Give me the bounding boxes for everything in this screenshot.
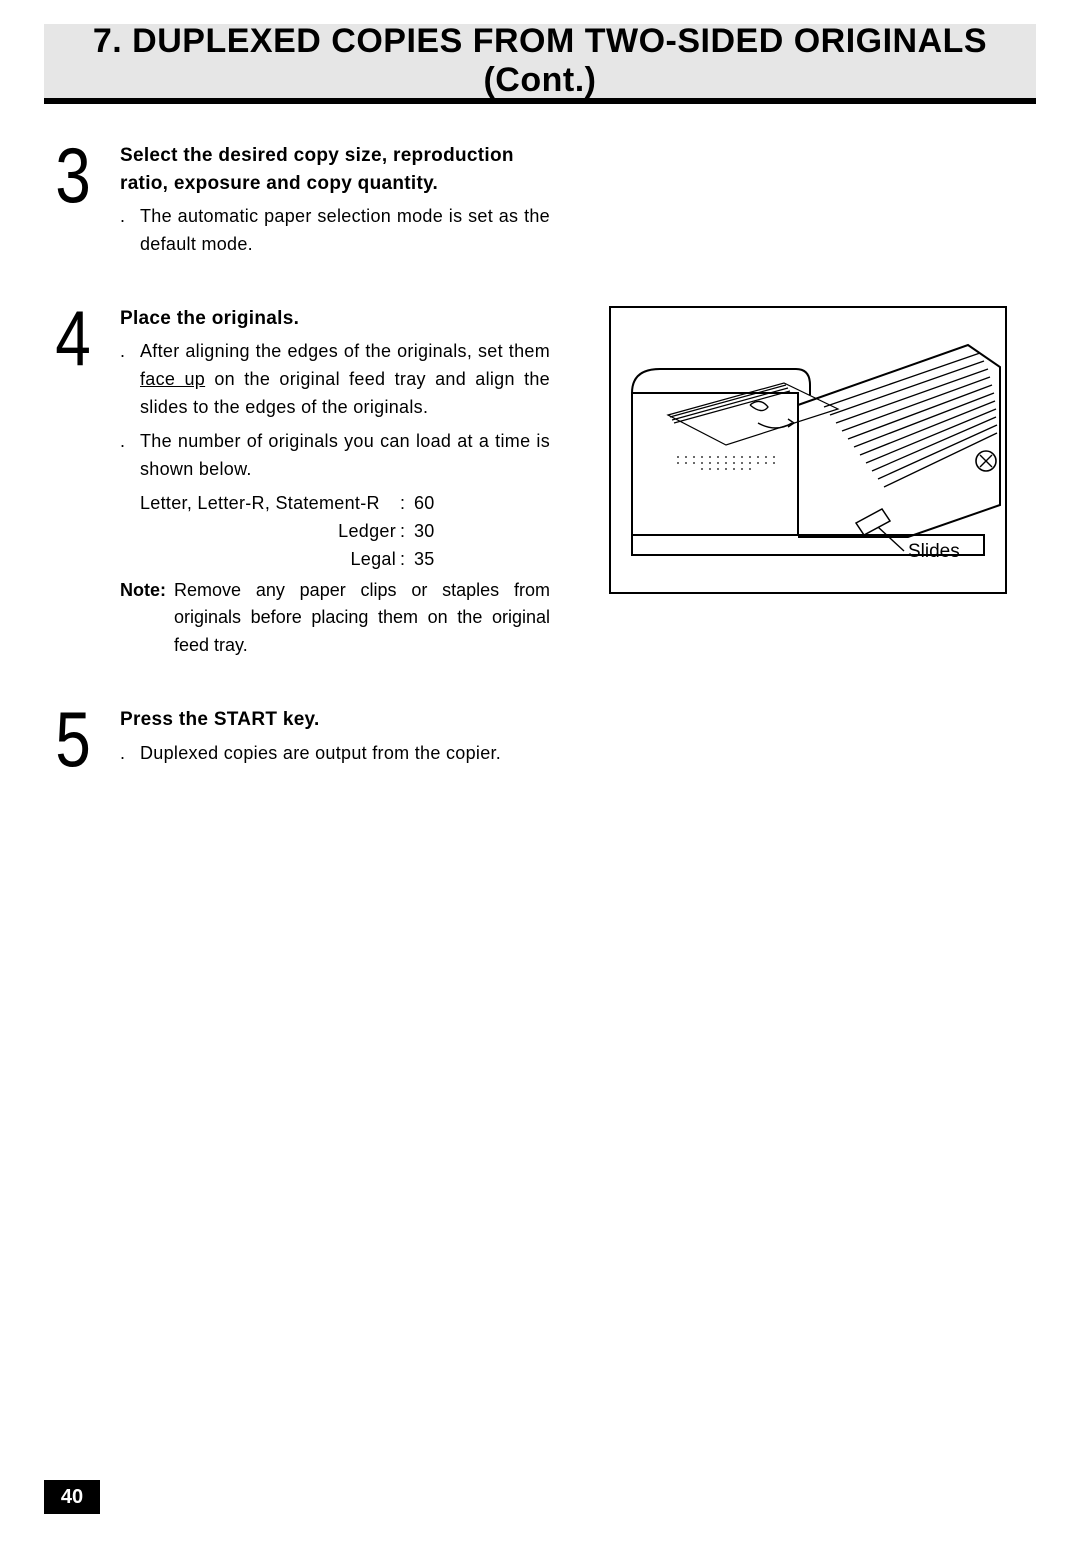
page-number-badge: 40 bbox=[44, 1480, 100, 1514]
capacity-label: Ledger bbox=[140, 518, 400, 546]
note-label: Note: bbox=[120, 577, 166, 661]
bullet-intro: The number of originals you can load at … bbox=[140, 431, 550, 479]
step-title: Place the originals. bbox=[120, 305, 550, 333]
capacity-value: 30 bbox=[414, 518, 435, 546]
content-area: 3 Select the desired copy size, reproduc… bbox=[44, 142, 1036, 773]
bullet-item: . After aligning the edges of the origin… bbox=[120, 338, 550, 422]
bullet-item: . The number of originals you can load a… bbox=[120, 428, 550, 573]
step-number: 3 bbox=[49, 142, 97, 208]
capacity-row: Letter, Letter-R, Statement-R : 60 bbox=[140, 490, 550, 518]
step-title: Press the START key. bbox=[120, 706, 550, 734]
capacity-block: Letter, Letter-R, Statement-R : 60 Ledge… bbox=[140, 490, 550, 574]
capacity-row: Ledger : 30 bbox=[140, 518, 550, 546]
capacity-label: Legal bbox=[140, 546, 400, 574]
step-5: 5 Press the START key. . Duplexed copies… bbox=[44, 706, 1036, 772]
manual-page: 7. DUPLEXED COPIES FROM TWO-SIDED ORIGIN… bbox=[0, 24, 1080, 1550]
capacity-value: 35 bbox=[414, 546, 435, 574]
slides-label: Slides bbox=[908, 541, 960, 562]
note-text: Remove any paper clips or staples from o… bbox=[174, 577, 550, 661]
bullet-item: . Duplexed copies are output from the co… bbox=[120, 740, 550, 768]
section-header-banner: 7. DUPLEXED COPIES FROM TWO-SIDED ORIGIN… bbox=[44, 24, 1036, 98]
section-title: 7. DUPLEXED COPIES FROM TWO-SIDED ORIGIN… bbox=[44, 22, 1036, 100]
step-body: Press the START key. . Duplexed copies a… bbox=[120, 706, 550, 767]
page-number: 40 bbox=[61, 1486, 83, 1509]
underlined-text: face up bbox=[140, 369, 205, 389]
text-fragment: After aligning the edges of the original… bbox=[140, 341, 550, 361]
bullet-list: . Duplexed copies are output from the co… bbox=[120, 740, 550, 768]
capacity-colon: : bbox=[400, 518, 414, 546]
figure-area: Slides bbox=[608, 305, 1008, 600]
capacity-colon: : bbox=[400, 490, 414, 518]
step-number: 5 bbox=[49, 706, 97, 772]
bullet-text: The number of originals you can load at … bbox=[140, 428, 550, 573]
bullet-marker: . bbox=[120, 428, 130, 573]
bullet-marker: . bbox=[120, 203, 130, 259]
capacity-colon: : bbox=[400, 546, 414, 574]
bullet-text: Duplexed copies are output from the copi… bbox=[140, 740, 550, 768]
copier-diagram: Slides bbox=[608, 305, 1008, 595]
bullet-text: The automatic paper selection mode is se… bbox=[140, 203, 550, 259]
step-number: 4 bbox=[49, 305, 97, 371]
bullet-marker: . bbox=[120, 338, 130, 422]
capacity-value: 60 bbox=[414, 490, 435, 518]
bullet-marker: . bbox=[120, 740, 130, 768]
bullet-list: . After aligning the edges of the origin… bbox=[120, 338, 550, 573]
step-body: Place the originals. . After aligning th… bbox=[120, 305, 550, 660]
step-body: Select the desired copy size, reproducti… bbox=[120, 142, 550, 259]
note-row: Note: Remove any paper clips or staples … bbox=[120, 577, 550, 661]
bullet-list: . The automatic paper selection mode is … bbox=[120, 203, 550, 259]
bullet-item: . The automatic paper selection mode is … bbox=[120, 203, 550, 259]
capacity-label: Letter, Letter-R, Statement-R bbox=[140, 490, 400, 518]
step-3: 3 Select the desired copy size, reproduc… bbox=[44, 142, 1036, 259]
capacity-row: Legal : 35 bbox=[140, 546, 550, 574]
step-4: 4 Place the originals. . After aligning … bbox=[44, 305, 1036, 660]
bullet-text: After aligning the edges of the original… bbox=[140, 338, 550, 422]
step-title: Select the desired copy size, reproducti… bbox=[120, 142, 550, 197]
